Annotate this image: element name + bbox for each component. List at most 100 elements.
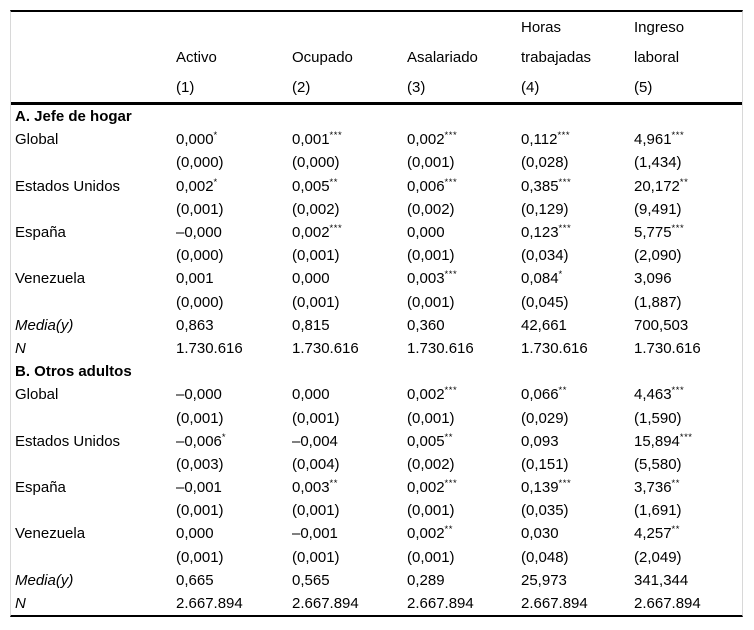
cell-value: (0,129) <box>521 200 569 218</box>
table-row: N 1.730.616 1.730.616 1.730.616 1.730.616 1.7… <box>11 337 742 360</box>
cell-value: 0,002*** <box>407 130 458 149</box>
cell-value: (0,001) <box>176 548 224 566</box>
header-spacer <box>11 72 176 105</box>
row-label: N <box>15 595 26 613</box>
col-header-number: (2) <box>292 72 407 105</box>
row-label: España <box>15 224 66 242</box>
cell-value: (9,491) <box>634 200 682 218</box>
col-header-line1 <box>407 12 521 42</box>
cell-value: (2,049) <box>634 548 682 566</box>
cell-value: (0,000) <box>176 247 224 265</box>
cell-value: 1.730.616 <box>407 339 474 357</box>
significance-stars: *** <box>329 223 343 235</box>
table-body: A. Jefe de hogar Global 0,000* 0,001*** 0,00… <box>11 104 742 616</box>
significance-stars: * <box>221 431 227 443</box>
significance-stars: *** <box>558 176 572 188</box>
col-header-number: (4) <box>521 72 634 105</box>
table-row: Media(y) 0,665 0,565 0,289 25,973 341,344 <box>11 569 742 592</box>
header-row-2: Activo Ocupado Asalariado trabajadas lab… <box>11 42 742 72</box>
cell-value: 20,172** <box>634 176 689 195</box>
cell-value: (0,002) <box>292 200 340 218</box>
section-header-row: B. Otros adultos <box>11 360 742 383</box>
table-row: Estados Unidos –0,006* –0,004 0,005** 0,093 1… <box>11 430 742 453</box>
col-header-name: laboral <box>634 48 680 66</box>
cell-value: 0,030 <box>521 525 559 543</box>
section-title: A. Jefe de hogar <box>15 108 132 126</box>
cell-value: 0,002** <box>407 524 453 543</box>
cell-value: 0,002* <box>176 176 218 195</box>
cell-value: (0,001) <box>176 200 224 218</box>
col-header-name: trabajadas <box>521 48 592 66</box>
col-header-number: (3) <box>407 72 521 105</box>
col-header-line1 <box>292 12 407 42</box>
significance-stars: * <box>558 269 563 281</box>
cell-value: 42,661 <box>521 316 567 334</box>
cell-value: 15,894*** <box>634 431 693 450</box>
significance-stars: *** <box>558 223 572 235</box>
cell-value: 0,001*** <box>292 130 343 149</box>
row-label <box>11 244 176 267</box>
significance-stars: *** <box>671 385 685 397</box>
cell-value: 0,003*** <box>407 269 458 288</box>
cell-value: 0,360 <box>407 316 445 334</box>
row-label: Venezuela <box>15 525 86 543</box>
cell-value: 0,006*** <box>407 176 458 195</box>
cell-value: (0,001) <box>176 409 224 427</box>
significance-stars: *** <box>444 385 458 397</box>
cell-value: (0,000) <box>292 154 340 172</box>
cell-value: 4,463*** <box>634 385 685 404</box>
cell-value: 341,344 <box>634 571 689 589</box>
row-label: Media(y) <box>15 571 74 589</box>
cell-value: (0,151) <box>521 455 569 473</box>
row-label <box>11 546 176 569</box>
table-row: Estados Unidos 0,002* 0,005** 0,006*** 0,385… <box>11 175 742 198</box>
cell-value: (0,035) <box>521 502 569 520</box>
row-label: N <box>15 339 26 357</box>
cell-value: (0,001) <box>407 247 455 265</box>
cell-value: (0,001) <box>407 154 455 172</box>
table-row: (0,001) (0,001) (0,001) (0,048) (2,049) <box>11 546 742 569</box>
significance-stars: ** <box>671 524 680 536</box>
cell-value: –0,001 <box>292 525 338 543</box>
cell-value: 0,066** <box>521 385 567 404</box>
row-label <box>11 453 176 476</box>
cell-value: 5,775*** <box>634 223 685 242</box>
col-header-number: (1) <box>176 72 292 105</box>
cell-value: 0,003** <box>292 478 338 497</box>
cell-value: 1.730.616 <box>292 339 359 357</box>
col-header-number: (5) <box>634 72 742 105</box>
significance-stars: *** <box>671 130 685 142</box>
cell-value: (1,590) <box>634 409 682 427</box>
cell-value: 3,736** <box>634 478 680 497</box>
table-row: (0,001) (0,001) (0,001) (0,029) (1,590) <box>11 406 742 429</box>
col-header-line1: Horas <box>521 18 562 36</box>
cell-value: 0,002*** <box>407 478 458 497</box>
cell-value: 0,002*** <box>292 223 343 242</box>
col-header-name: Ocupado <box>292 48 353 66</box>
significance-stars: *** <box>679 431 693 443</box>
significance-stars: ** <box>444 431 453 443</box>
header-row-1: Horas Ingreso <box>11 12 742 42</box>
cell-value: (0,003) <box>176 455 224 473</box>
cell-value: (1,887) <box>634 293 682 311</box>
header-spacer <box>11 42 176 72</box>
cell-value: 0,005** <box>292 176 338 195</box>
cell-value: (0,001) <box>292 409 340 427</box>
cell-value: 25,973 <box>521 571 567 589</box>
col-header-name: Asalariado <box>407 48 478 66</box>
section-header-row: A. Jefe de hogar <box>11 104 742 129</box>
cell-value: 0,000 <box>292 270 330 288</box>
cell-value: 4,961*** <box>634 130 685 149</box>
cell-value: 0,093 <box>521 432 559 450</box>
cell-value: 700,503 <box>634 316 689 334</box>
cell-value: (1,434) <box>634 154 682 172</box>
cell-value: –0,000 <box>176 386 222 404</box>
cell-value: (0,000) <box>176 154 224 172</box>
row-label: Estados Unidos <box>15 432 121 450</box>
cell-value: (0,028) <box>521 154 569 172</box>
cell-value: (2,090) <box>634 247 682 265</box>
significance-stars: ** <box>444 524 453 536</box>
cell-value: 0,000 <box>176 525 214 543</box>
cell-value: (0,001) <box>407 293 455 311</box>
table-row: España –0,001 0,003** 0,002*** 0,139*** 3,736… <box>11 476 742 499</box>
